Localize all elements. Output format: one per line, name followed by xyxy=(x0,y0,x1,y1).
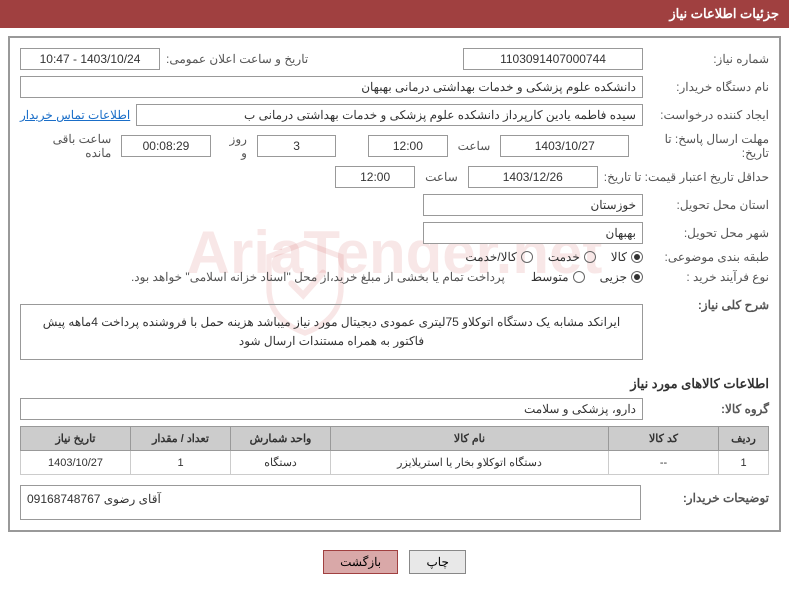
purchase-radio-group: جزیی متوسط xyxy=(531,270,643,284)
radio-dot-icon xyxy=(521,251,533,263)
requester-label: ایجاد کننده درخواست: xyxy=(649,108,769,122)
radio-dot-icon xyxy=(631,271,643,283)
row-buyer-org: نام دستگاه خریدار: دانشکده علوم پزشکی و … xyxy=(20,76,769,98)
radio-partial[interactable]: جزیی xyxy=(600,270,643,284)
radio-both[interactable]: کالا/خدمت xyxy=(465,250,532,264)
city-value: بهبهان xyxy=(423,222,643,244)
radio-service[interactable]: خدمت xyxy=(548,250,596,264)
radio-medium[interactable]: متوسط xyxy=(531,270,585,284)
radio-medium-label: متوسط xyxy=(531,270,569,284)
price-validity-time: 12:00 xyxy=(335,166,415,188)
subject-radio-group: کالا خدمت کالا/خدمت xyxy=(465,250,643,264)
row-buyer-notes: توضیحات خریدار: 09168748767 آقای رضوی xyxy=(20,485,769,520)
row-response-deadline: مهلت ارسال پاسخ: تا تاریخ: 1403/10/27 سا… xyxy=(20,132,769,160)
row-goods-group: گروه کالا: دارو، پزشکی و سلامت xyxy=(20,398,769,420)
purchase-note: پرداخت تمام یا بخشی از مبلغ خرید،از محل … xyxy=(131,270,505,284)
row-requester: ایجاد کننده درخواست: سیده فاطمه یادین کا… xyxy=(20,104,769,126)
radio-goods[interactable]: کالا xyxy=(611,250,643,264)
hour-label-1: ساعت xyxy=(458,139,491,153)
radio-dot-icon xyxy=(573,271,585,283)
goods-group-value: دارو، پزشکی و سلامت xyxy=(20,398,643,420)
buyer-notes-label: توضیحات خریدار: xyxy=(649,485,769,520)
row-province: استان محل تحویل: خوزستان xyxy=(20,194,769,216)
page-title: جزئیات اطلاعات نیاز xyxy=(669,6,779,21)
purchase-type-label: نوع فرآیند خرید : xyxy=(649,270,769,284)
table-header-row: ردیف کد کالا نام کالا واحد شمارش تعداد /… xyxy=(21,427,769,451)
city-label: شهر محل تحویل: xyxy=(649,226,769,240)
td-qty: 1 xyxy=(131,451,231,475)
price-validity-label: حداقل تاریخ اعتبار قیمت: تا تاریخ: xyxy=(604,170,769,184)
need-number-value: 1103091407000744 xyxy=(463,48,643,70)
row-subject-category: طبقه بندی موضوعی: کالا خدمت کالا/خدمت xyxy=(20,250,769,264)
back-button[interactable]: بازگشت xyxy=(323,550,398,574)
row-city: شهر محل تحویل: بهبهان xyxy=(20,222,769,244)
radio-dot-icon xyxy=(584,251,596,263)
requester-value: سیده فاطمه یادین کارپرداز دانشکده علوم پ… xyxy=(136,104,643,126)
need-number-label: شماره نیاز: xyxy=(649,52,769,66)
radio-goods-label: کالا xyxy=(611,250,627,264)
th-date: تاریخ نیاز xyxy=(21,427,131,451)
th-row: ردیف xyxy=(719,427,769,451)
remaining-label: ساعت باقی مانده xyxy=(24,132,111,160)
subject-cat-label: طبقه بندی موضوعی: xyxy=(649,250,769,264)
row-need-number: شماره نیاز: 1103091407000744 تاریخ و ساع… xyxy=(20,48,769,70)
radio-partial-label: جزیی xyxy=(600,270,627,284)
announce-date-value: 1403/10/24 - 10:47 xyxy=(20,48,160,70)
province-label: استان محل تحویل: xyxy=(649,198,769,212)
th-qty: تعداد / مقدار xyxy=(131,427,231,451)
button-row: چاپ بازگشت xyxy=(0,540,789,584)
th-code: کد کالا xyxy=(609,427,719,451)
announce-date-label: تاریخ و ساعت اعلان عمومی: xyxy=(166,52,308,66)
td-date: 1403/10/27 xyxy=(21,451,131,475)
print-button[interactable]: چاپ xyxy=(409,550,465,574)
th-unit: واحد شمارش xyxy=(231,427,331,451)
th-name: نام کالا xyxy=(331,427,609,451)
countdown-timer: 00:08:29 xyxy=(121,135,210,157)
price-validity-date: 1403/12/26 xyxy=(468,166,598,188)
radio-service-label: خدمت xyxy=(548,250,580,264)
overall-desc-box: ایرانکد مشابه یک دستگاه اتوکلاو 75لیتری … xyxy=(20,304,643,360)
buyer-org-label: نام دستگاه خریدار: xyxy=(649,80,769,94)
buyer-notes-box: 09168748767 آقای رضوی xyxy=(20,485,641,520)
buyer-contact-link[interactable]: اطلاعات تماس خریدار xyxy=(20,108,130,122)
td-unit: دستگاه xyxy=(231,451,331,475)
page-header: جزئیات اطلاعات نیاز xyxy=(0,0,789,28)
td-code: -- xyxy=(609,451,719,475)
response-deadline-date: 1403/10/27 xyxy=(500,135,629,157)
table-row: 1 -- دستگاه اتوکلاو بخار یا استریلایزر د… xyxy=(21,451,769,475)
row-price-validity: حداقل تاریخ اعتبار قیمت: تا تاریخ: 1403/… xyxy=(20,166,769,188)
buyer-org-value: دانشکده علوم پزشکی و خدمات بهداشتی درمان… xyxy=(20,76,643,98)
response-deadline-time: 12:00 xyxy=(368,135,447,157)
td-row: 1 xyxy=(719,451,769,475)
row-purchase-type: نوع فرآیند خرید : جزیی متوسط پرداخت تمام… xyxy=(20,270,769,284)
response-deadline-label: مهلت ارسال پاسخ: تا تاریخ: xyxy=(635,132,769,160)
province-value: خوزستان xyxy=(423,194,643,216)
overall-desc-label: شرح کلی نیاز: xyxy=(649,298,769,312)
goods-table: ردیف کد کالا نام کالا واحد شمارش تعداد /… xyxy=(20,426,769,475)
row-overall-desc: شرح کلی نیاز: ایرانکد مشابه یک دستگاه ات… xyxy=(20,298,769,366)
hour-label-2: ساعت xyxy=(425,170,458,184)
radio-both-label: کالا/خدمت xyxy=(465,250,516,264)
td-name: دستگاه اتوکلاو بخار یا استریلایزر xyxy=(331,451,609,475)
goods-info-title: اطلاعات کالاهای مورد نیاز xyxy=(20,376,769,392)
form-panel: AriaTender.net شماره نیاز: 1103091407000… xyxy=(8,36,781,532)
goods-group-label: گروه کالا: xyxy=(649,402,769,416)
days-and-label: روز و xyxy=(221,132,247,160)
days-remaining: 3 xyxy=(257,135,336,157)
radio-dot-icon xyxy=(631,251,643,263)
